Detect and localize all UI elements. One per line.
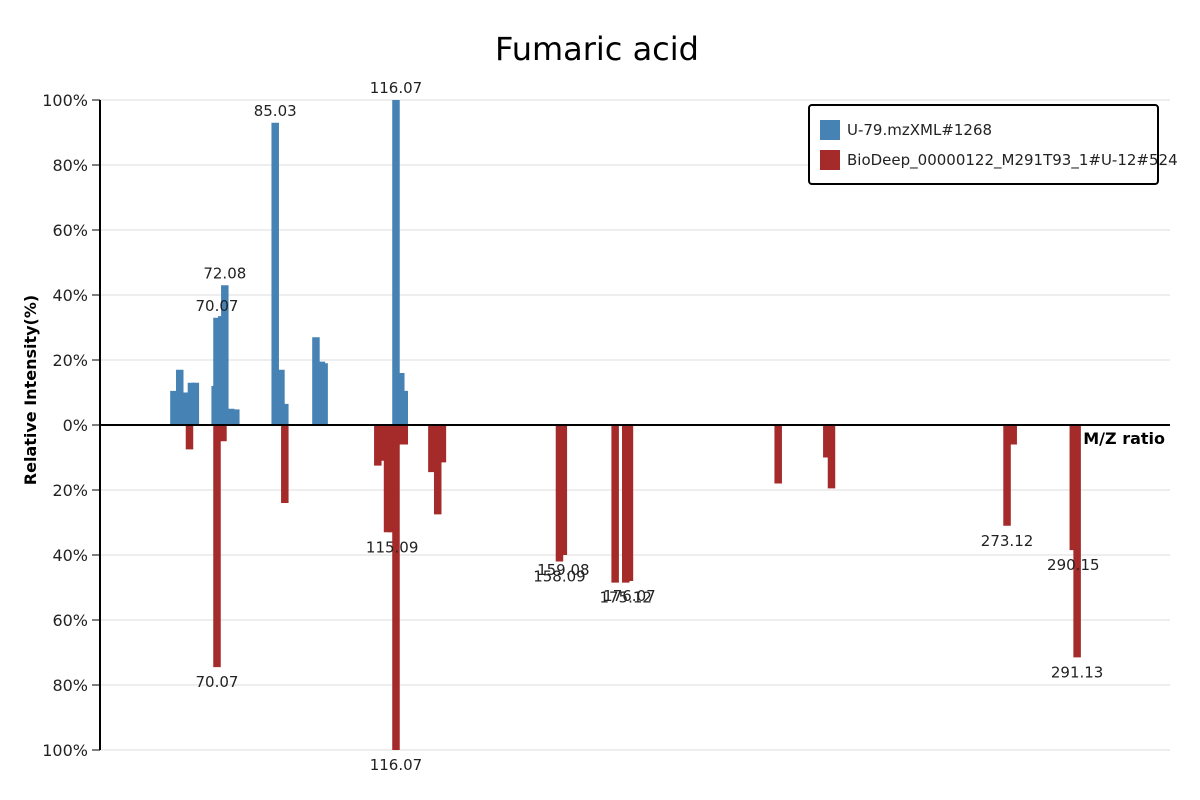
peak-label: 291.13 xyxy=(1051,663,1104,681)
peak-bar xyxy=(271,122,279,425)
legend-label-series-2: BioDeep_00000122_M291T93_1#U-12#524 xyxy=(847,151,1178,170)
peak-bar xyxy=(1009,425,1017,445)
peak-bar xyxy=(400,390,409,425)
legend-swatch-series-2 xyxy=(820,150,840,170)
peak-bar xyxy=(383,425,392,533)
y-tick-label: 60% xyxy=(52,611,88,630)
peak-bars xyxy=(170,100,1081,750)
peak-bar xyxy=(392,100,400,425)
peak-label: 159.08 xyxy=(537,561,590,579)
peak-bar xyxy=(400,425,409,445)
peak-bar xyxy=(395,425,404,445)
peak-bar xyxy=(181,392,189,425)
legend-label-series-1: U-79.mzXML#1268 xyxy=(847,121,992,139)
peak-bar xyxy=(320,363,328,425)
peak-bar xyxy=(438,425,447,463)
peak-bar xyxy=(774,425,782,484)
peak-bar xyxy=(625,425,634,581)
x-axis-title: M/Z ratio xyxy=(1083,429,1165,448)
peak-bar xyxy=(374,425,382,466)
peak-bar xyxy=(176,369,184,425)
peak-label: 290.15 xyxy=(1047,556,1100,574)
peak-label: 176.07 xyxy=(603,587,656,605)
legend: U-79.mzXML#1268 BioDeep_00000122_M291T93… xyxy=(808,104,1178,185)
y-tick-label: 0% xyxy=(63,416,88,435)
legend-swatch-series-1 xyxy=(820,120,840,140)
peak-bar xyxy=(827,425,836,489)
peak-bar xyxy=(277,369,285,425)
peak-label: 85.03 xyxy=(254,102,297,120)
peak-label: 116.07 xyxy=(370,79,423,97)
peak-label: 70.07 xyxy=(196,297,239,315)
peak-bar xyxy=(281,403,289,425)
peak-label: 273.12 xyxy=(981,532,1034,550)
peak-bar xyxy=(187,382,196,425)
peak-bar xyxy=(221,285,229,425)
peak-bar xyxy=(185,425,194,450)
peak-bar xyxy=(213,425,221,668)
peak-bar xyxy=(213,317,221,425)
peak-bar xyxy=(392,425,400,750)
peak-label: 175.12 xyxy=(599,589,652,607)
peak-bar xyxy=(1069,425,1078,551)
peak-bar xyxy=(219,425,227,442)
y-tick-label: 60% xyxy=(52,221,88,240)
peak-bar xyxy=(170,390,178,425)
peak-bar xyxy=(226,408,235,425)
legend-box xyxy=(808,104,1159,185)
peak-labels: 70.07 72.08 85.03 116.07 70.07 115.09 116.07 15… xyxy=(196,79,1104,774)
peak-bar xyxy=(191,382,200,425)
peak-bar xyxy=(555,425,564,562)
peak-bar xyxy=(433,425,442,515)
peak-bar xyxy=(1073,425,1081,658)
y-tick-label: 40% xyxy=(52,546,88,565)
peak-label: 70.07 xyxy=(196,673,239,691)
peak-bar xyxy=(312,337,320,425)
peak-bar xyxy=(559,425,568,555)
peak-label: 72.08 xyxy=(203,264,246,282)
peak-bar xyxy=(388,425,396,533)
peak-label: 115.09 xyxy=(366,538,419,556)
peak-bar xyxy=(1003,425,1011,526)
y-axis-ticks: 100% 80% 60% 40% 20% 0% 20% 40% 60% 80% 100% xyxy=(42,91,100,760)
peak-label: 116.07 xyxy=(370,756,423,774)
peak-label: 158.09 xyxy=(533,568,586,586)
peak-bar xyxy=(281,425,289,503)
y-tick-label: 20% xyxy=(52,351,88,370)
y-tick-label: 20% xyxy=(52,481,88,500)
y-tick-label: 40% xyxy=(52,286,88,305)
y-axis-title: Relative Intensity(%) xyxy=(21,295,40,485)
y-tick-label: 80% xyxy=(52,676,88,695)
peak-bar xyxy=(232,409,240,425)
peak-bar xyxy=(428,425,436,473)
y-tick-label: 100% xyxy=(42,741,88,760)
y-tick-label: 100% xyxy=(42,91,88,110)
peak-bar xyxy=(378,425,387,461)
chart-title: Fumaric acid xyxy=(495,30,699,68)
y-tick-label: 80% xyxy=(52,156,88,175)
peak-bar xyxy=(611,425,619,583)
peak-bar xyxy=(823,425,831,458)
